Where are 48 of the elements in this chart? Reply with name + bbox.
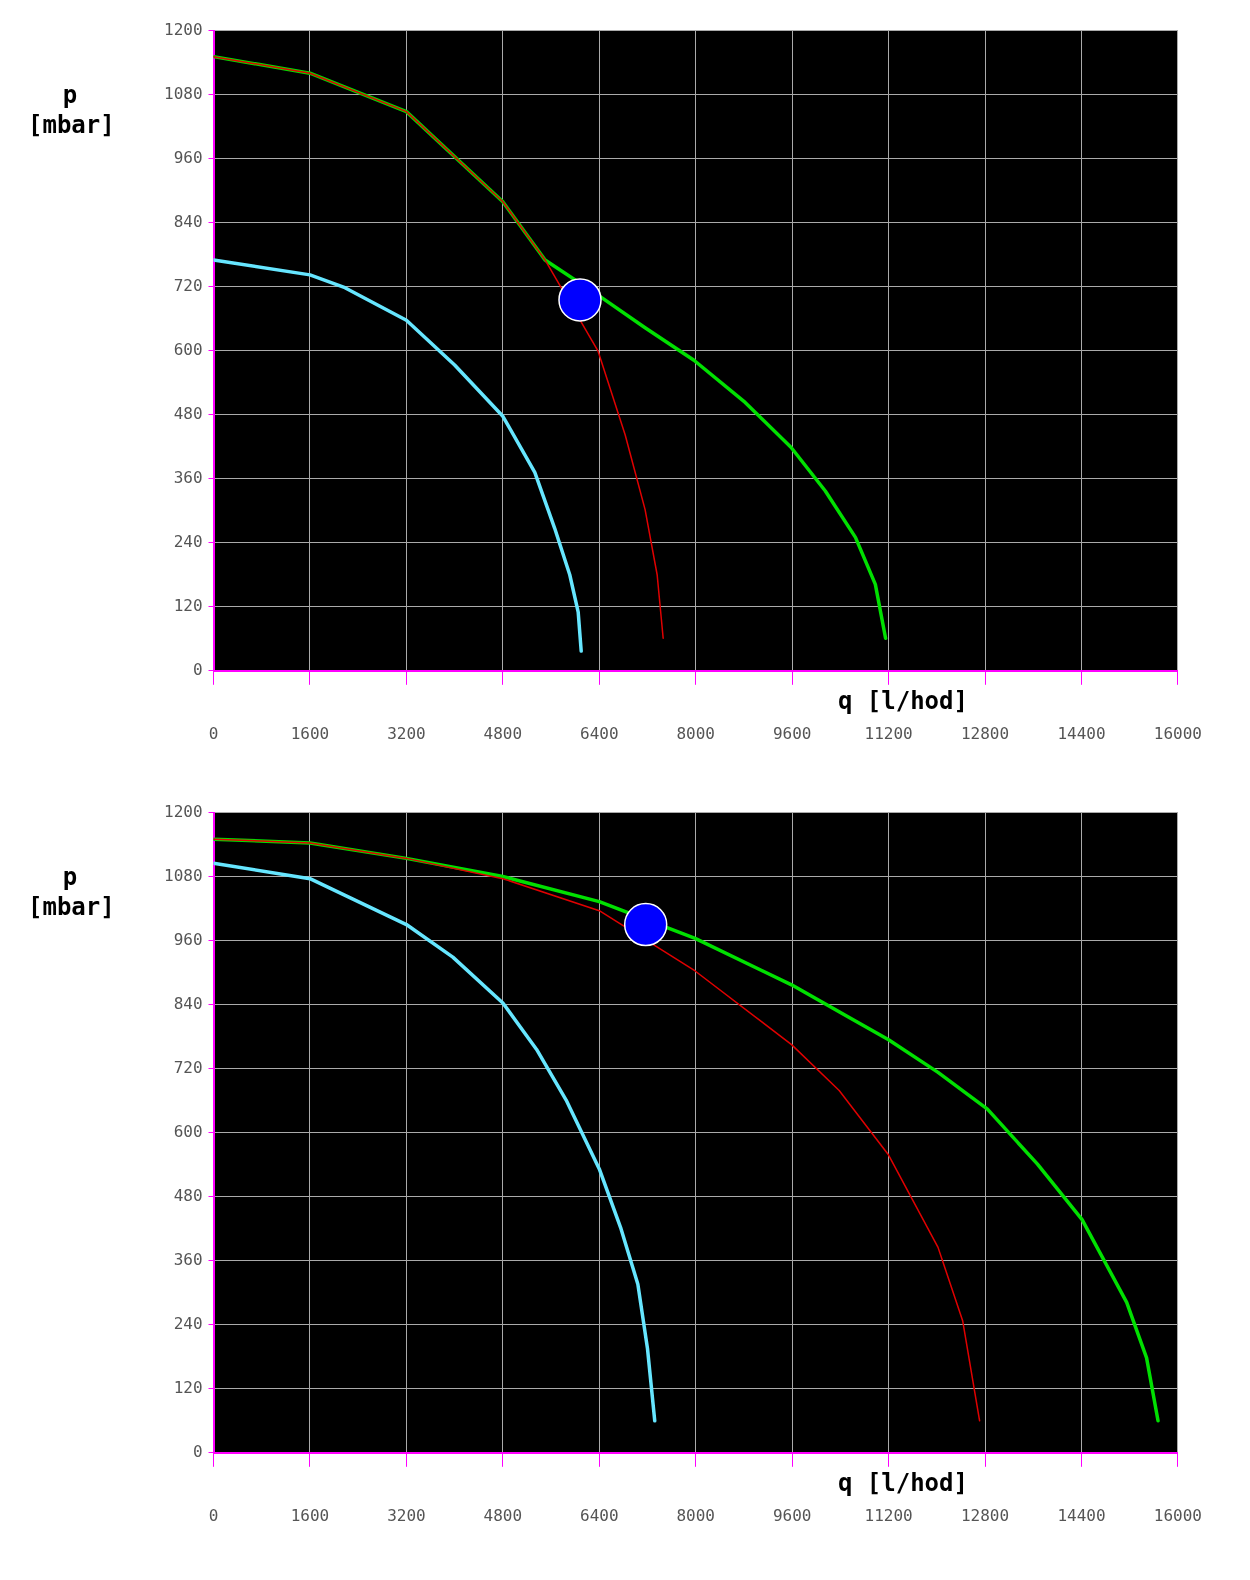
- y-tick-label: 960: [173, 147, 203, 167]
- y-tick-label: 120: [173, 1377, 203, 1397]
- y-tick-label: 1080: [164, 83, 203, 103]
- x-tick-label: 8000: [676, 723, 715, 743]
- y-tick-label: 0: [192, 659, 203, 679]
- y-tick-label: 720: [173, 275, 203, 295]
- x-tick-label: 9600: [772, 723, 812, 743]
- x-tick-label: 1600: [290, 723, 330, 743]
- x-tick-label: 3200: [387, 723, 426, 743]
- x-tick-label: 12800: [960, 1505, 1010, 1525]
- x-tick-label: 16000: [1153, 1505, 1202, 1525]
- y-tick-label: 840: [173, 993, 203, 1013]
- x-tick-label: 12800: [960, 723, 1010, 743]
- x-tick-label: 8000: [676, 1505, 715, 1525]
- x-tick-label: 0: [208, 723, 219, 743]
- x-tick-label: 6400: [580, 1505, 619, 1525]
- y-tick-label: 240: [173, 531, 203, 551]
- y-tick-label: 360: [173, 467, 203, 487]
- x-tick-label: 4800: [483, 723, 523, 743]
- y-tick-label: 1200: [164, 19, 203, 39]
- y-tick-label: 240: [173, 1313, 203, 1333]
- y-axis-title: p [mbar]: [27, 80, 116, 140]
- x-tick-label: 1600: [290, 1505, 330, 1525]
- x-tick-label: 11200: [864, 723, 913, 743]
- y-tick-label: 1200: [164, 801, 203, 821]
- x-tick-label: 14400: [1057, 1505, 1106, 1525]
- y-tick-label: 720: [173, 1057, 203, 1077]
- x-tick-label: 11200: [864, 1505, 913, 1525]
- y-tick-label: 360: [173, 1249, 203, 1269]
- y-tick-label: 480: [173, 1185, 203, 1205]
- y-tick-label: 120: [173, 595, 203, 615]
- y-tick-label: 600: [173, 1121, 203, 1141]
- y-tick-label: 960: [173, 929, 203, 949]
- x-axis-title: q [l/hod]: [837, 687, 968, 716]
- x-tick-label: 0: [208, 1505, 219, 1525]
- y-axis-title: p [mbar]: [27, 862, 116, 922]
- x-tick-label: 16000: [1153, 723, 1202, 743]
- x-tick-label: 3200: [387, 1505, 426, 1525]
- y-tick-label: 600: [173, 339, 203, 359]
- x-tick-label: 9600: [772, 1505, 812, 1525]
- x-tick-label: 4800: [483, 1505, 523, 1525]
- y-tick-label: 1080: [164, 865, 203, 885]
- x-axis-title: q [l/hod]: [837, 1469, 968, 1498]
- y-tick-label: 840: [173, 211, 203, 231]
- x-tick-label: 14400: [1057, 723, 1106, 743]
- x-tick-label: 6400: [580, 723, 619, 743]
- y-tick-label: 0: [192, 1441, 203, 1461]
- y-tick-label: 480: [173, 403, 203, 423]
